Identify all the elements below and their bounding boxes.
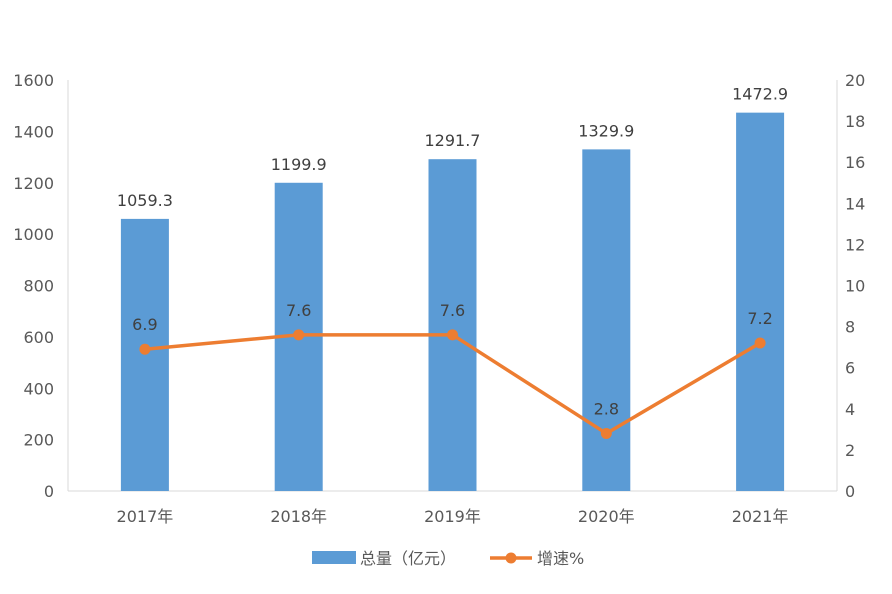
line-data-label: 7.6 <box>286 301 311 320</box>
line-data-label: 2.8 <box>594 399 619 418</box>
line-point <box>600 427 612 439</box>
data-labels: 1059.3 1199.9 1291.7 1329.9 1472.9 6.9 7.6 7.6 2… <box>117 85 788 419</box>
left-axis-tick-label: 200 <box>23 431 54 450</box>
line-point <box>293 329 305 341</box>
bar-data-label: 1291.7 <box>425 131 481 150</box>
bar-data-label: 1329.9 <box>578 121 634 140</box>
x-axis-tick-label: 2018年 <box>270 507 327 526</box>
right-axis-tick-label: 2 <box>845 441 855 460</box>
line-point <box>447 329 458 341</box>
bar-data-label: 1059.3 <box>117 191 173 210</box>
right-axis-tick-label: 20 <box>845 71 865 90</box>
left-axis-tick-label: 1600 <box>13 71 54 90</box>
legend-label-bar: 总量（亿元） <box>360 549 456 568</box>
bar-data-label: 1472.9 <box>732 85 788 104</box>
right-axis-tick-label: 4 <box>845 400 855 419</box>
x-axis-tick-label: 2017年 <box>117 507 174 526</box>
x-axis-tick-label: 2020年 <box>578 507 635 526</box>
legend-swatch-bar <box>312 551 356 564</box>
left-axis-tick-label: 0 <box>44 482 54 501</box>
line-point <box>754 337 766 349</box>
right-axis-tick-label: 16 <box>845 153 865 172</box>
line-data-label: 7.2 <box>747 309 772 328</box>
right-axis-tick-label: 12 <box>845 235 865 254</box>
bar <box>120 218 169 491</box>
line-point <box>139 343 151 355</box>
left-axis-tick-label: 1200 <box>13 174 54 193</box>
x-axis-tick-label: 2019年 <box>424 507 481 526</box>
right-axis-tick-label: 0 <box>845 482 855 501</box>
right-axis-tick-label: 10 <box>845 277 865 296</box>
left-axis-tick-label: 1000 <box>13 225 54 244</box>
legend: 总量（亿元） 增速% <box>312 549 584 568</box>
right-axis-tick-label: 14 <box>845 194 865 213</box>
legend-swatch-marker <box>505 552 517 564</box>
legend-label-line: 增速% <box>537 549 584 568</box>
left-axis-tick-label: 800 <box>23 277 54 296</box>
line-data-label: 7.6 <box>440 301 465 320</box>
bar <box>582 149 631 491</box>
bar-data-label: 1199.9 <box>271 155 327 174</box>
left-axis-tick-label: 1400 <box>13 122 54 141</box>
axes: 0 200 400 600 800 1000 1200 1400 1600 0 2 4 6 8 10 12 14… <box>13 71 865 526</box>
right-axis-tick-label: 18 <box>845 112 865 131</box>
bar <box>736 112 785 492</box>
line-data-label: 6.9 <box>132 315 157 334</box>
left-axis-tick-label: 600 <box>23 328 54 347</box>
left-axis-tick-label: 400 <box>23 379 54 398</box>
x-axis-tick-label: 2021年 <box>732 507 789 526</box>
line-series <box>139 329 766 439</box>
right-axis-tick-label: 6 <box>845 359 855 378</box>
bar <box>428 159 477 491</box>
right-axis-tick-label: 8 <box>845 318 855 337</box>
